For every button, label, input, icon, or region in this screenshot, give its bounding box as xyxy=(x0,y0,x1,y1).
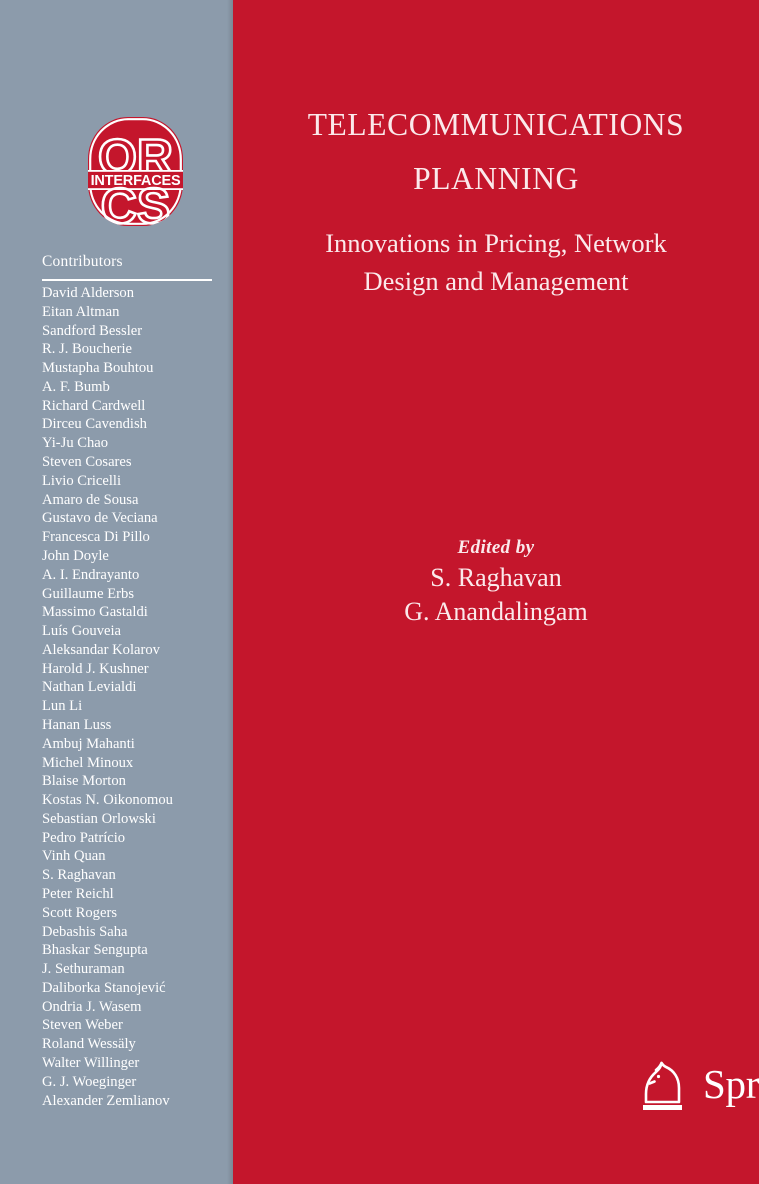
contributor-item: Massimo Gastaldi xyxy=(42,604,148,621)
contributor-item: Scott Rogers xyxy=(42,904,117,921)
contributor-item: S. Raghavan xyxy=(42,867,116,884)
contributor-item: Mustapha Bouhtou xyxy=(42,360,154,377)
contributor-item: Peter Reichl xyxy=(42,886,114,902)
book-subtitle-line-1: Innovations in Pricing, Network xyxy=(325,228,667,258)
contributor-item: Gustavo de Veciana xyxy=(42,510,158,527)
contributor-item: Amaro de Sousa xyxy=(42,491,139,508)
contributor-item: Pedro Patrício xyxy=(42,829,126,846)
contributors-heading: Contributors xyxy=(42,253,123,270)
contributor-item: Livio Cricelli xyxy=(42,472,122,489)
book-title: TELECOMMUNICATIONS PLANNING xyxy=(233,98,759,206)
contributor-item: G. J. Woeginger xyxy=(42,1073,137,1090)
contributor-item: Steven Cosares xyxy=(42,454,132,471)
contributor-item: Sebastian Orlowski xyxy=(42,810,156,827)
contributor-item: Michel Minoux xyxy=(42,754,134,771)
contributor-item: A. I. Endrayanto xyxy=(42,566,140,583)
contributor-item: Vinh Quan xyxy=(42,848,106,865)
editor-name-2: G. Anandalingam xyxy=(404,597,588,626)
contributor-item: Ondria J. Wasem xyxy=(42,998,142,1015)
contributor-item: Walter Willinger xyxy=(42,1055,140,1072)
springer-logo: Springer xyxy=(634,1056,759,1112)
contributor-item: Alexander Zemlianov xyxy=(42,1092,170,1109)
contributor-item: J. Sethuraman xyxy=(42,961,125,978)
contributor-item: Blaise Morton xyxy=(42,773,126,790)
editor-name-1: S. Raghavan xyxy=(430,563,562,592)
springer-wordmark: Springer xyxy=(703,1060,759,1107)
edited-by-label: Edited by xyxy=(457,537,535,558)
contributor-item: Guillaume Erbs xyxy=(42,585,135,602)
contributor-item: Harold J. Kushner xyxy=(42,660,149,677)
contributor-item: Bhaskar Sengupta xyxy=(42,942,148,959)
front-cover-panel: TELECOMMUNICATIONS PLANNING Innovations … xyxy=(233,0,759,1184)
book-title-line-1: TELECOMMUNICATIONS xyxy=(307,107,685,142)
panel-edge-shadow xyxy=(227,0,233,1184)
svg-text:INTERFACES: INTERFACES xyxy=(91,173,181,189)
contributor-item: Hanan Luss xyxy=(42,716,112,733)
book-subtitle-line-2: Design and Management xyxy=(363,266,629,296)
contributor-item: Yi-Ju Chao xyxy=(42,435,109,452)
contributors-divider xyxy=(42,279,212,281)
orcs-interfaces-logo-icon: OR INTERFACES CS xyxy=(88,117,183,226)
contributor-item: David Alderson xyxy=(42,285,135,301)
contributor-item: Francesca Di Pillo xyxy=(42,529,150,546)
contributor-item: Debashis Saha xyxy=(42,923,128,940)
contributors-panel: OR INTERFACES CS Contributors David Alde… xyxy=(0,0,233,1184)
springer-knight-icon xyxy=(643,1061,682,1110)
contributor-item: A. F. Bumb xyxy=(42,378,110,395)
book-title-line-2: PLANNING xyxy=(413,161,579,196)
editors-block: Edited by S. Raghavan G. Anandalingam xyxy=(233,535,759,629)
contributor-item: Lun Li xyxy=(42,698,83,715)
orcs-interfaces-logo: OR INTERFACES CS xyxy=(88,117,183,226)
contributor-item: Ambuj Mahanti xyxy=(42,735,135,752)
contributors-list: David Alderson Eitan Altman Sandford Bessl… xyxy=(42,284,228,1110)
contributor-item: John Doyle xyxy=(42,547,109,564)
contributor-item: Luís Gouveia xyxy=(42,623,122,640)
svg-text:CS: CS xyxy=(101,178,170,226)
contributor-item: Kostas N. Oikonomou xyxy=(42,792,173,809)
contributor-item: Nathan Levialdi xyxy=(42,679,137,696)
contributor-item: Steven Weber xyxy=(42,1017,123,1034)
contributor-item: Roland Wessäly xyxy=(42,1036,136,1053)
contributor-item: Aleksandar Kolarov xyxy=(42,641,160,658)
book-subtitle: Innovations in Pricing, Network Design a… xyxy=(233,224,759,300)
contributor-item: Richard Cardwell xyxy=(42,397,146,414)
contributor-item: Dirceu Cavendish xyxy=(42,416,147,433)
contributor-item: Daliborka Stanojević xyxy=(42,979,166,996)
contributor-item: Sandford Bessler xyxy=(42,322,143,339)
contributor-item: R. J. Boucherie xyxy=(42,341,132,358)
contributor-item: Eitan Altman xyxy=(42,303,120,320)
